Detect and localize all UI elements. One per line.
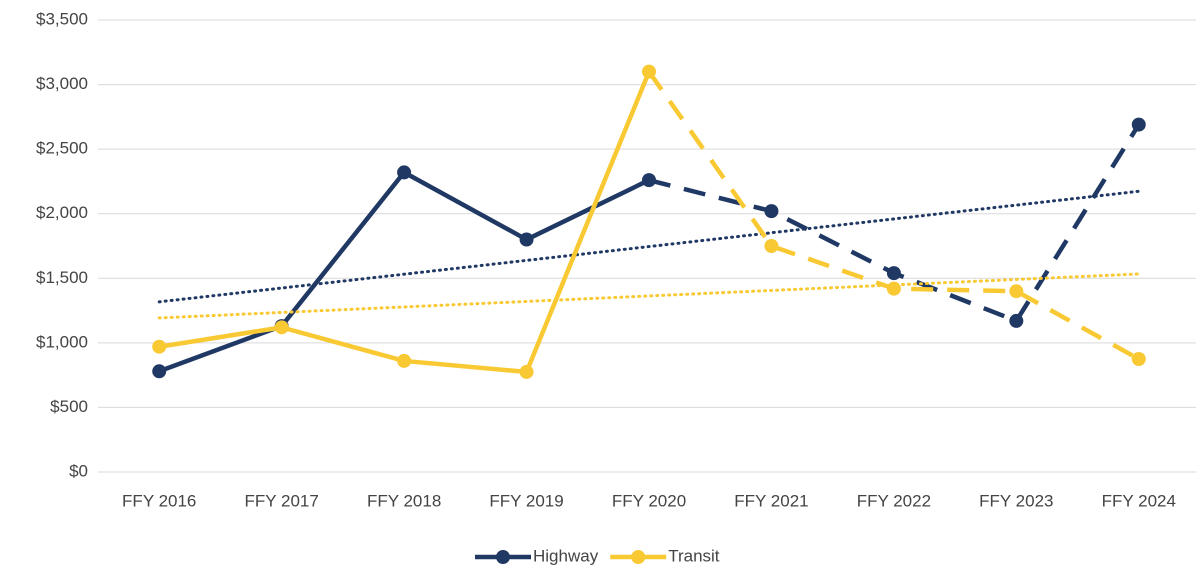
marker [519, 232, 534, 247]
marker [1009, 313, 1024, 328]
marker [1009, 284, 1024, 299]
x-tick-label: FFY 2023 [979, 491, 1053, 510]
marker [397, 353, 412, 368]
marker [519, 364, 534, 379]
trend-line [157, 189, 1141, 304]
x-tick-label: FFY 2016 [122, 491, 196, 510]
marker [764, 239, 779, 253]
trend-line [157, 272, 1141, 320]
y-tick-label: $0 [69, 461, 88, 480]
marker [152, 339, 167, 354]
marker [886, 281, 901, 296]
marker [1131, 352, 1146, 366]
y-tick-label: $3,000 [36, 74, 88, 93]
line [158, 170, 650, 374]
x-tick-label: FFY 2021 [734, 491, 808, 510]
marker [886, 266, 901, 281]
marker [764, 204, 779, 219]
x-tick-label: FFY 2024 [1102, 491, 1176, 510]
legend-label: Transit [668, 546, 720, 565]
y-tick-label: $1,000 [36, 332, 88, 351]
x-tick-label: FFY 2018 [367, 491, 441, 510]
y-tick-label: $500 [50, 397, 88, 416]
y-tick-label: $2,500 [36, 139, 88, 158]
y-tick-label: $2,000 [36, 203, 88, 222]
x-tick-label: FFY 2022 [857, 491, 931, 510]
marker [397, 165, 412, 180]
marker [642, 173, 656, 188]
legend-label: Highway [533, 546, 599, 565]
marker [1131, 117, 1146, 132]
x-tick-label: FFY 2020 [612, 491, 686, 510]
line [158, 70, 652, 375]
y-tick-label: $3,500 [36, 9, 88, 28]
marker [152, 364, 167, 379]
x-tick-label: FFY 2017 [244, 491, 318, 510]
marker [274, 320, 289, 335]
legend-marker [496, 550, 510, 564]
projected-line [647, 70, 1140, 361]
y-tick-label: $1,500 [36, 268, 88, 287]
x-tick-label: FFY 2019 [489, 491, 563, 510]
marker [642, 64, 656, 79]
legend-marker [631, 550, 646, 564]
